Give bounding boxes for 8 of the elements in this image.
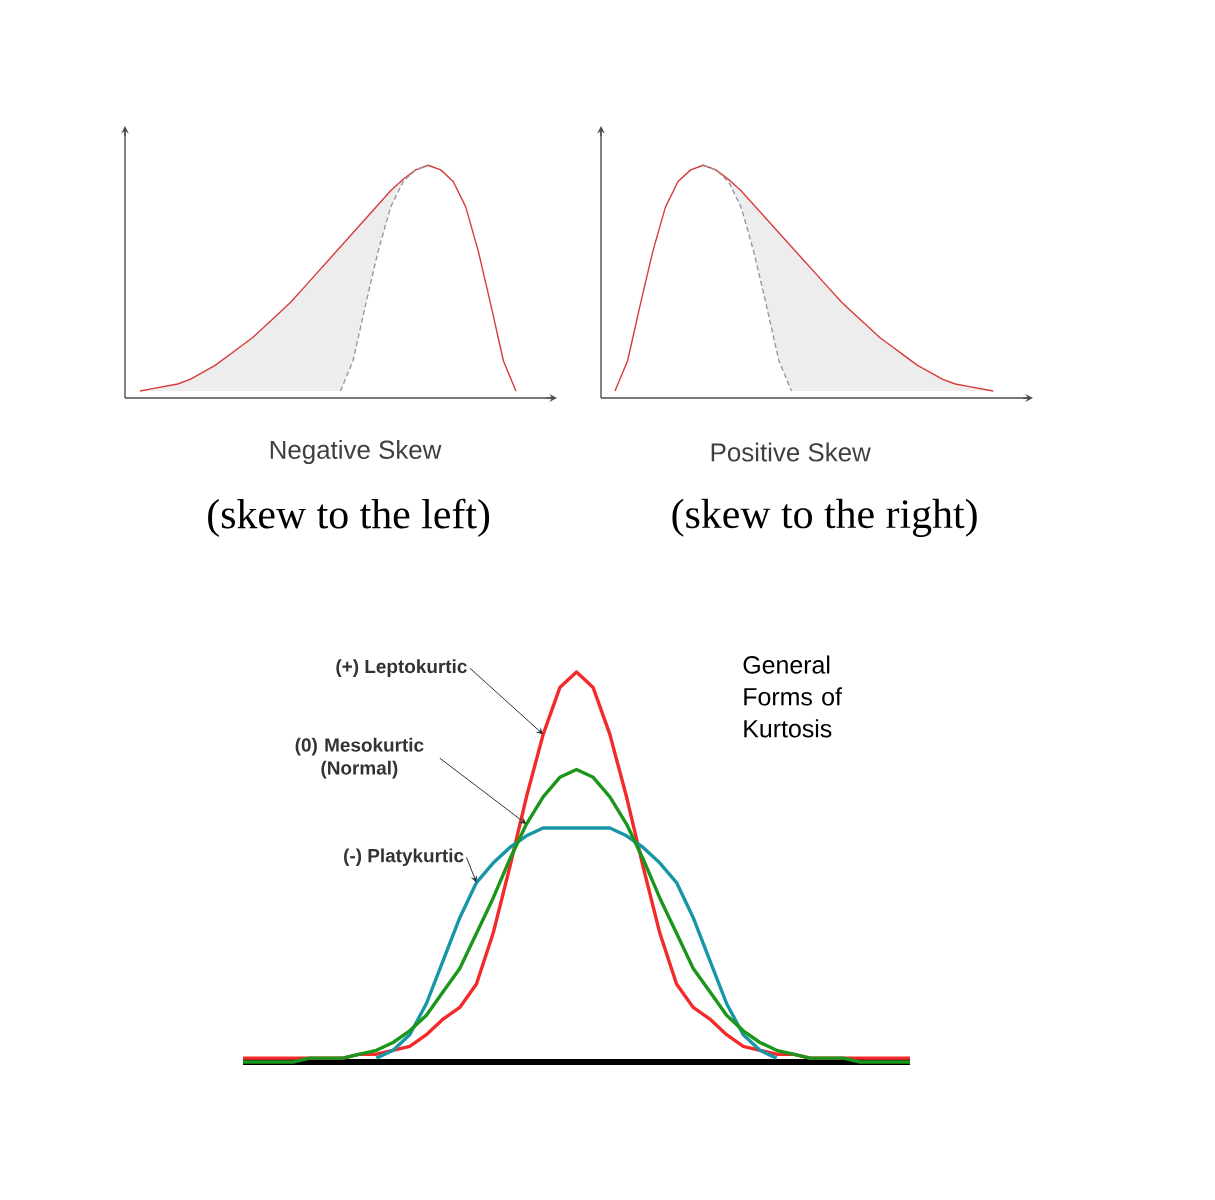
x-axis-title: Positive Skew [711,442,871,462]
x-axis-title: Negative Skew [270,439,442,465]
text: (0) Mesokurtic (Normal) [295,737,424,779]
chart-title: General Forms of Kurtosis [743,655,842,738]
text: (skew to the right) [672,498,977,537]
series-label: (-) Platykurtic [344,848,464,867]
text: (+) Leptokurtic [336,659,467,677]
text: (skew to the left) [208,498,490,538]
